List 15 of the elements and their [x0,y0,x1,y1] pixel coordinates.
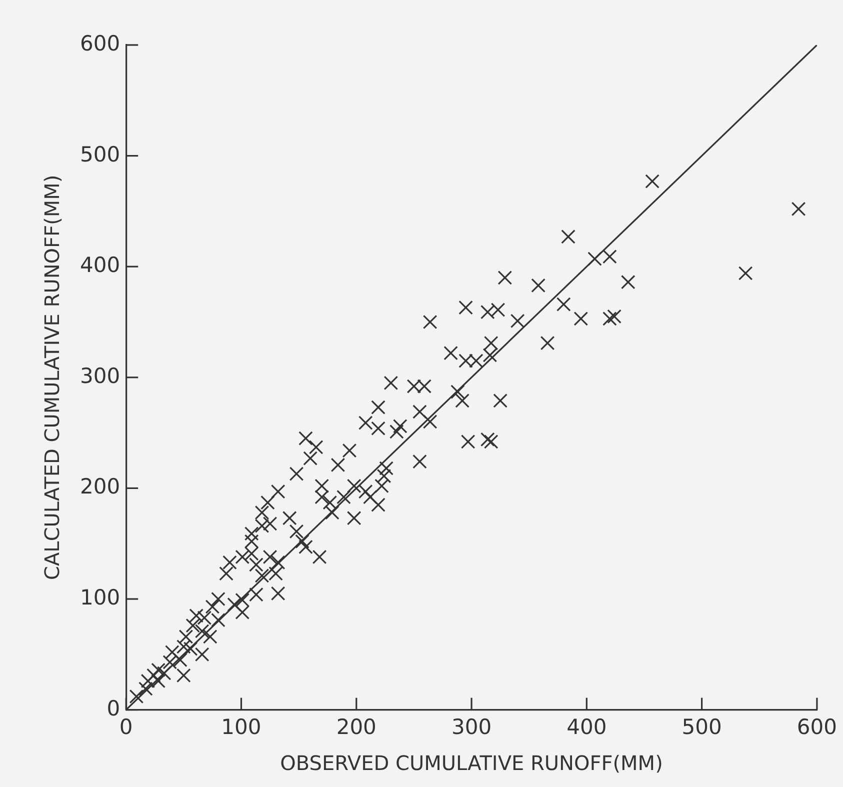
y-tick-label: 600 [80,31,120,56]
x-axis-title: OBSERVED CUMULATIVE RUNOFF(MM) [280,751,663,776]
x-tick-label: 200 [336,714,376,739]
y-tick-label: 100 [80,585,120,610]
y-tick-label: 500 [80,142,120,166]
y-tick-label: 0 [106,696,120,720]
y-tick-label: 300 [80,364,120,388]
x-tick-label: 600 [796,714,838,739]
y-tick-label: 400 [80,253,120,278]
y-tick-label: 200 [80,474,120,499]
x-tick-label: 300 [451,714,492,739]
x-tick-label: 400 [566,714,607,739]
x-tick-label: 500 [682,714,722,739]
x-tick-label: 100 [221,714,262,739]
y-axis-title: CALCULATED CUMULATIVE RUNOFF(MM) [40,174,64,580]
